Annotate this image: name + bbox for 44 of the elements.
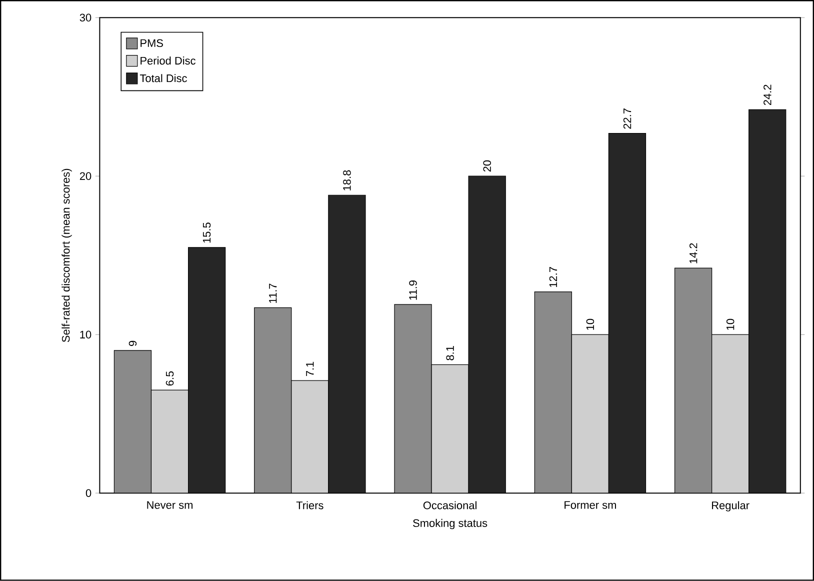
bar [431, 364, 469, 494]
y-axis-title: Self-rated discomfort (mean scores) [62, 168, 72, 342]
bar [712, 334, 750, 494]
data-label: 12.7 [549, 267, 557, 288]
bar [468, 176, 506, 494]
data-label: 18.8 [343, 170, 351, 190]
bar [674, 268, 712, 494]
y-tick-label: 20 [80, 172, 92, 180]
x-axis-title: Smoking status [413, 519, 488, 530]
y-tick-label: 30 [80, 14, 92, 22]
data-label: 10 [726, 318, 734, 330]
legend-label: Total Disc [140, 74, 187, 82]
data-label: 15.5 [202, 222, 211, 243]
y-tick-label: 0 [86, 489, 92, 498]
bar [571, 334, 610, 494]
legend-label: PMS [140, 39, 163, 48]
data-label: 22.7 [623, 108, 632, 129]
x-tick-label: Occasional [423, 501, 476, 510]
data-label: 10 [586, 318, 594, 330]
bar [150, 390, 189, 494]
data-label: 24.2 [764, 84, 772, 106]
bar [328, 195, 366, 494]
bar [114, 350, 152, 494]
data-label: 9 [128, 341, 137, 346]
data-label: 11.7 [269, 284, 277, 303]
x-tick-label: Regular [712, 501, 750, 512]
data-label: 14.2 [689, 243, 698, 264]
data-label: 6.5 [166, 371, 174, 386]
x-tick-label: Never sm [147, 501, 192, 509]
data-label: 11.9 [409, 280, 417, 300]
data-label: 20 [483, 160, 491, 172]
bar [534, 292, 572, 494]
x-tick-label: Triers [296, 501, 324, 510]
bar [291, 380, 328, 494]
bar [394, 304, 432, 494]
bar [748, 109, 786, 494]
bar [254, 308, 292, 494]
data-label: 8.1 [446, 346, 454, 360]
y-tick-label: 10 [80, 330, 92, 339]
bar [188, 247, 226, 494]
x-tick-label: Former sm [564, 501, 616, 509]
data-label: 7.1 [306, 362, 314, 376]
bar [608, 133, 646, 494]
legend-label: Period Disc [140, 56, 196, 65]
